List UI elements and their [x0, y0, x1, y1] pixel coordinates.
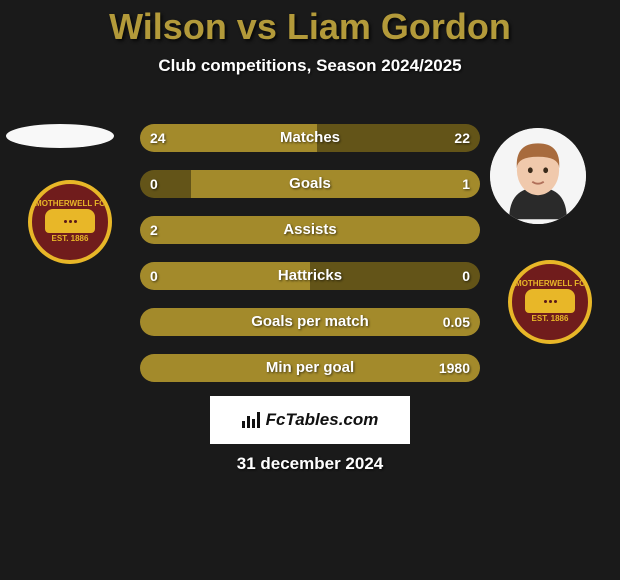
- stat-label: Hattricks: [140, 262, 480, 290]
- stat-label: Goals per match: [140, 308, 480, 336]
- stats-chart: 24 Matches 22 0 Goals 1 2 Assists 0 Hatt…: [140, 124, 480, 400]
- branding-text: FcTables.com: [266, 410, 379, 430]
- stat-right-value: 22: [454, 124, 470, 152]
- crest-text-bottom: EST. 1886: [532, 315, 569, 324]
- stat-right-value: 0: [462, 262, 470, 290]
- face-icon: [490, 128, 586, 224]
- crest-text-top: MOTHERWELL FC: [515, 280, 585, 289]
- crest-text-bottom: EST. 1886: [52, 235, 89, 244]
- stat-row: 24 Matches 22: [140, 124, 480, 152]
- page-subtitle: Club competitions, Season 2024/2025: [0, 56, 620, 76]
- stat-label: Goals: [140, 170, 480, 198]
- crest-text-top: MOTHERWELL FC: [35, 200, 105, 209]
- bar-chart-icon: [242, 412, 260, 428]
- stat-row: Goals per match 0.05: [140, 308, 480, 336]
- stat-label: Min per goal: [140, 354, 480, 382]
- stat-row: 2 Assists: [140, 216, 480, 244]
- page-title: Wilson vs Liam Gordon: [0, 0, 620, 48]
- stat-right-value: 1980: [439, 354, 470, 382]
- stat-row: Min per goal 1980: [140, 354, 480, 382]
- branding-badge: FcTables.com: [210, 396, 410, 444]
- stat-row: 0 Hattricks 0: [140, 262, 480, 290]
- club-crest-right: MOTHERWELL FC EST. 1886: [500, 260, 600, 344]
- stat-right-value: 1: [462, 170, 470, 198]
- crest-emblem-icon: [525, 289, 575, 313]
- stat-right-value: 0.05: [443, 308, 470, 336]
- stat-row: 0 Goals 1: [140, 170, 480, 198]
- stat-label: Assists: [140, 216, 480, 244]
- player-right-avatar: [490, 128, 586, 224]
- club-crest-left: MOTHERWELL FC EST. 1886: [20, 180, 120, 264]
- crest-emblem-icon: [45, 209, 95, 233]
- stat-label: Matches: [140, 124, 480, 152]
- player-left-avatar-placeholder: [6, 124, 114, 148]
- date-label: 31 december 2024: [0, 454, 620, 474]
